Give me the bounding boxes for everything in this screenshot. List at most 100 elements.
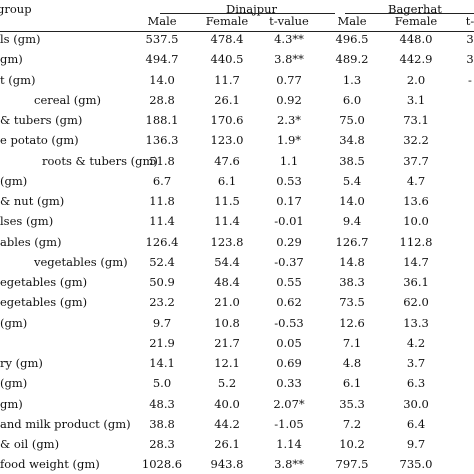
table-cell: 4.3**: [274, 32, 304, 46]
table-cell: 112.8: [399, 234, 433, 249]
table-cell: 14.7: [403, 254, 429, 269]
table-cell: 0.69: [276, 356, 302, 370]
table-cell: 1.3: [342, 72, 362, 87]
table-cell: 38.5: [339, 153, 365, 168]
row-label: & nut (gm): [0, 194, 65, 208]
table-cell: 51.8: [149, 153, 175, 168]
group-header-bagerhat: Bagerhat: [388, 2, 442, 16]
table-cell: 38.3: [339, 275, 365, 289]
table-cell: 2.0: [406, 72, 426, 87]
table-cell: 3.8**: [274, 457, 304, 472]
row-label: and milk product (gm): [0, 416, 131, 431]
table-cell: 126.4: [145, 234, 179, 249]
table-cell: 0.33: [276, 376, 302, 391]
table-cell: 75.0: [339, 113, 365, 127]
table-cell: 48.4: [214, 275, 240, 289]
table-cell: 26.1: [214, 92, 240, 107]
table-cell: 5.2: [217, 376, 237, 391]
table-cell: 32.2: [403, 133, 429, 148]
table-cell: 14.8: [339, 254, 365, 269]
table-cell: 123.8: [210, 234, 244, 249]
row-label: lses (gm): [0, 214, 54, 229]
table-cell: 6.7: [152, 173, 172, 188]
row-label: (gm): [0, 173, 28, 188]
table-cell: 11.4: [214, 214, 240, 229]
row-label: e potato (gm): [0, 133, 79, 148]
subheader-4: Female: [394, 14, 438, 28]
subheader-5: t-: [465, 14, 474, 28]
table-cell: 943.8: [210, 457, 244, 472]
row-label: roots & tubers (gm): [42, 153, 158, 168]
subheader-2: t-value: [269, 14, 309, 28]
table-cell: 1028.6: [141, 457, 183, 472]
table-cell: 11.7: [214, 72, 240, 87]
table-cell: 36.1: [403, 275, 429, 289]
table-cell: 478.4: [210, 32, 244, 46]
table-cell: 50.9: [149, 275, 175, 289]
row-label: gm): [0, 396, 23, 411]
table-cell: 10.2: [339, 437, 365, 451]
table-cell: 0.05: [276, 335, 302, 350]
table-cell: 10.8: [214, 315, 240, 330]
table-cell: -0.53: [274, 315, 304, 330]
table-cell: 126.7: [335, 234, 369, 249]
row-label: vegetables (gm): [34, 254, 128, 269]
table-cell: 6.1: [342, 376, 362, 391]
table-cell: 136.3: [145, 133, 179, 148]
table-cell: 34.8: [339, 133, 365, 148]
table-cell: 21.7: [214, 335, 240, 350]
table-cell: 47.6: [214, 153, 240, 168]
table-cell: -0.37: [274, 254, 304, 269]
table-cell: 0.17: [276, 194, 302, 208]
table-cell: -: [468, 72, 472, 87]
row-label: ry (gm): [0, 356, 43, 370]
table-cell: 3.1: [406, 92, 426, 107]
table-cell: 2.3*: [276, 113, 302, 127]
header-rule-dinajpur: [160, 13, 335, 14]
table-cell: 48.3: [149, 396, 175, 411]
table-cell: 13.3: [403, 315, 429, 330]
row-label: egetables (gm): [0, 275, 88, 289]
table-cell: 10.0: [403, 214, 429, 229]
table-cell: 188.1: [145, 113, 179, 127]
table-cell: 489.2: [335, 52, 369, 67]
table-cell: 2.07*: [273, 396, 305, 411]
table-cell: 123.0: [210, 133, 244, 148]
table-cell: 6.1: [217, 173, 237, 188]
table-cell: 1.9*: [276, 133, 302, 148]
table-cell: 0.55: [276, 275, 302, 289]
table-cell: 37.7: [403, 153, 429, 168]
table-cell: 5.0: [152, 376, 172, 391]
table-cell: 4.7: [406, 173, 426, 188]
table-cell: 21.0: [214, 295, 240, 310]
table-cell: 40.0: [214, 396, 240, 411]
table-cell: 442.9: [399, 52, 433, 67]
table-cell: 0.53: [276, 173, 302, 188]
subheader-1: Female: [205, 14, 249, 28]
subheader-0: Male: [147, 14, 177, 28]
table-cell: 1.14: [276, 437, 302, 451]
table-cell: 6.4: [406, 416, 426, 431]
table-cell: 5.4: [342, 173, 362, 188]
table-cell: 1.1: [279, 153, 299, 168]
table-cell: 494.7: [145, 52, 179, 67]
table-cell: 30.0: [403, 396, 429, 411]
table-cell: 73.1: [403, 113, 429, 127]
table-cell: 13.6: [403, 194, 429, 208]
table-cell: 9.4: [342, 214, 362, 229]
table-cell: 4.2: [406, 335, 426, 350]
table-cell: 28.8: [149, 92, 175, 107]
table-cell: 0.92: [276, 92, 302, 107]
row-label: food weight (gm): [0, 457, 100, 472]
group-header-dinajpur: Dinajpur: [226, 2, 277, 16]
table-cell: 3.7: [406, 356, 426, 370]
row-label: (gm): [0, 315, 28, 330]
table-cell: 3.8**: [274, 52, 304, 67]
table-cell: 797.5: [335, 457, 369, 472]
table-cell: 6.0: [342, 92, 362, 107]
table-cell: 23.2: [149, 295, 175, 310]
table-cell: 44.2: [214, 416, 240, 431]
table-cell: -0.01: [274, 214, 304, 229]
table-cell: 0.29: [276, 234, 302, 249]
table-cell: 11.8: [149, 194, 175, 208]
